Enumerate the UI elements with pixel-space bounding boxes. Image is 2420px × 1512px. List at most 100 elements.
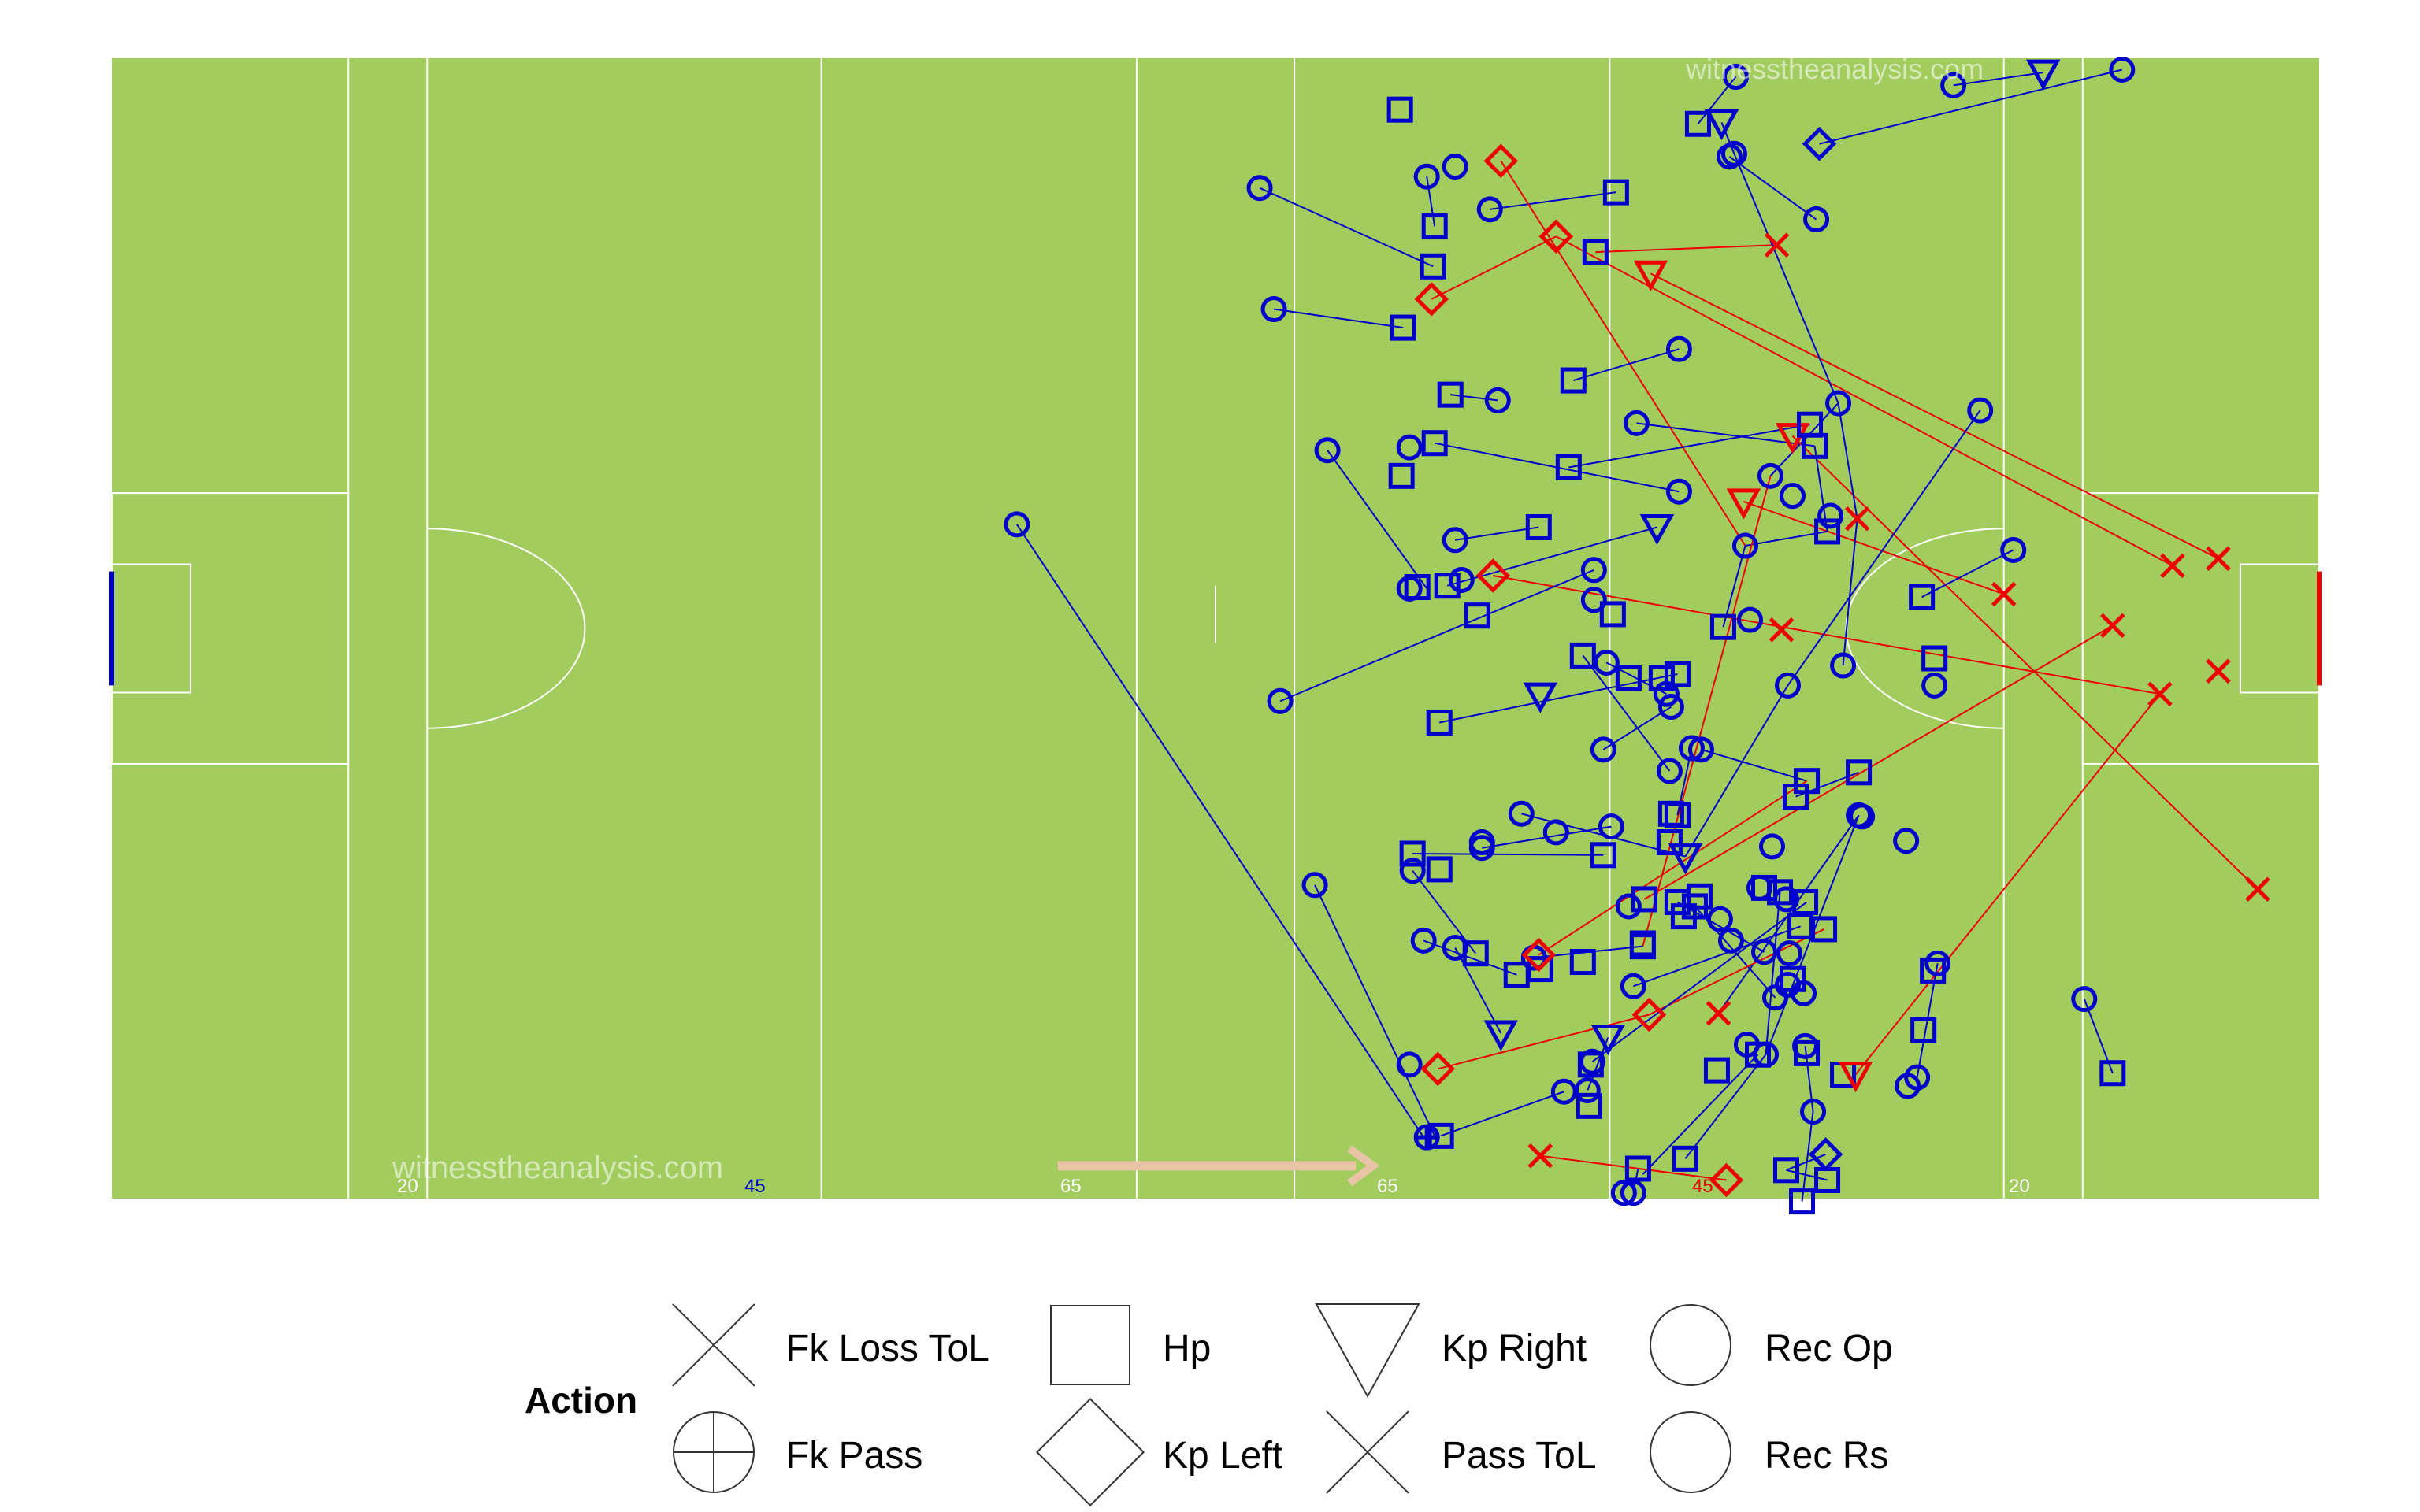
event-marker xyxy=(1396,575,1423,602)
pass-link xyxy=(1633,925,1801,988)
event-marker xyxy=(1569,642,1596,669)
event-marker xyxy=(1657,694,1684,721)
event-marker xyxy=(1475,558,1510,593)
event-marker xyxy=(1775,672,1802,699)
event-marker xyxy=(1629,933,1656,960)
event-marker xyxy=(1991,581,2017,607)
event-marker xyxy=(1764,232,1790,258)
pass-link xyxy=(1412,852,1604,856)
event-marker xyxy=(1538,219,1574,254)
event-marker xyxy=(1582,239,1609,265)
legend-label: Fk Loss ToL xyxy=(786,1328,989,1369)
legend-label: Fk Pass xyxy=(786,1435,922,1477)
pitch-marking-label: 45 xyxy=(1692,1176,1713,1197)
event-marker xyxy=(1802,126,1837,161)
event-marker xyxy=(1413,1124,1440,1151)
pass-link xyxy=(1733,153,1839,404)
event-marker xyxy=(1267,687,1294,714)
legend-key xyxy=(1326,1410,1409,1494)
event-marker xyxy=(1825,390,1852,417)
event-marker xyxy=(1720,140,1747,167)
event-marker xyxy=(1569,949,1596,976)
event-marker xyxy=(1709,613,1736,640)
event-marker xyxy=(1967,397,1994,424)
event-marker xyxy=(1759,833,1786,860)
legend: Action Fk Loss ToL Fk Pass Hp Kp Left Kp… xyxy=(525,1303,1893,1507)
event-marker xyxy=(1413,163,1440,190)
event-marker xyxy=(1615,665,1642,691)
event-marker xyxy=(2099,1060,2126,1087)
pass-link xyxy=(1314,884,1436,1136)
pass-link xyxy=(1440,1091,1564,1137)
event-marker xyxy=(1684,110,1711,137)
event-marker xyxy=(1773,886,1800,913)
event-marker xyxy=(1525,513,1552,540)
event-marker xyxy=(1610,1180,1637,1206)
event-marker xyxy=(1757,462,1784,489)
event-marker xyxy=(1800,1099,1827,1125)
event-marker xyxy=(1599,601,1626,628)
event-marker xyxy=(1717,927,1744,954)
event-marker xyxy=(1838,1062,1873,1093)
event-marker xyxy=(1744,1041,1771,1068)
event-marker xyxy=(1464,602,1490,629)
event-marker xyxy=(1664,661,1691,687)
event-marker xyxy=(1776,940,1803,967)
event-marker xyxy=(1462,940,1489,967)
event-marker xyxy=(1442,527,1468,554)
event-marker xyxy=(1434,573,1461,599)
event-marker xyxy=(1893,828,1920,854)
event-marker xyxy=(1623,410,1650,436)
pass-link xyxy=(1423,939,1517,976)
event-marker xyxy=(1722,64,1749,91)
event-marker xyxy=(1484,387,1511,413)
legend-keys xyxy=(672,1303,1731,1507)
pass-link xyxy=(1595,244,1777,254)
d-arc-left xyxy=(427,528,586,729)
pass-link xyxy=(1743,500,2005,595)
event-marker xyxy=(1736,606,1763,633)
event-marker xyxy=(1921,672,1948,699)
event-marker xyxy=(1633,260,1668,291)
legend-key xyxy=(1315,1303,1420,1399)
event-marker xyxy=(1448,566,1475,593)
pass-link xyxy=(1538,780,1808,956)
event-marker xyxy=(1814,1166,1841,1193)
event-marker xyxy=(2160,553,2185,579)
pass-link xyxy=(1765,891,1781,1055)
event-marker xyxy=(1508,800,1535,827)
event-marker xyxy=(1602,179,1629,206)
event-marker xyxy=(1246,175,1273,202)
event-marker xyxy=(1664,802,1691,828)
event-marker xyxy=(1426,856,1453,883)
event-marker xyxy=(1656,758,1683,784)
event-marker xyxy=(1811,916,1838,943)
pass-link xyxy=(1573,348,1680,382)
event-marker xyxy=(1468,835,1495,862)
pass-link xyxy=(1701,748,1807,782)
event-marker xyxy=(2147,681,2173,707)
event-marker xyxy=(1668,843,1703,875)
event-marker xyxy=(1542,819,1569,846)
event-marker xyxy=(1004,511,1030,538)
event-marker xyxy=(1523,682,1558,713)
event-marker xyxy=(1579,1048,1605,1075)
event-marker xyxy=(1483,1020,1519,1051)
pass-link xyxy=(1490,191,1616,210)
watermark-top: witnesstheanalysis.com xyxy=(1685,53,1984,85)
pass-link xyxy=(1500,160,1746,547)
event-marker xyxy=(2109,56,2136,83)
direction-arrowhead xyxy=(1347,1145,1380,1187)
event-marker xyxy=(1910,1017,1937,1043)
event-marker xyxy=(1750,939,1777,965)
pass-link xyxy=(1745,530,1828,547)
event-marker xyxy=(1648,665,1675,691)
pass-link xyxy=(1431,235,1557,300)
event-marker xyxy=(1560,367,1587,394)
event-marker xyxy=(1620,1180,1646,1206)
event-marker xyxy=(1598,813,1624,840)
legend-label: Kp Left xyxy=(1163,1435,1282,1477)
event-marker xyxy=(1593,649,1620,676)
event-marker xyxy=(1426,709,1453,736)
event-marker xyxy=(1410,927,1437,954)
